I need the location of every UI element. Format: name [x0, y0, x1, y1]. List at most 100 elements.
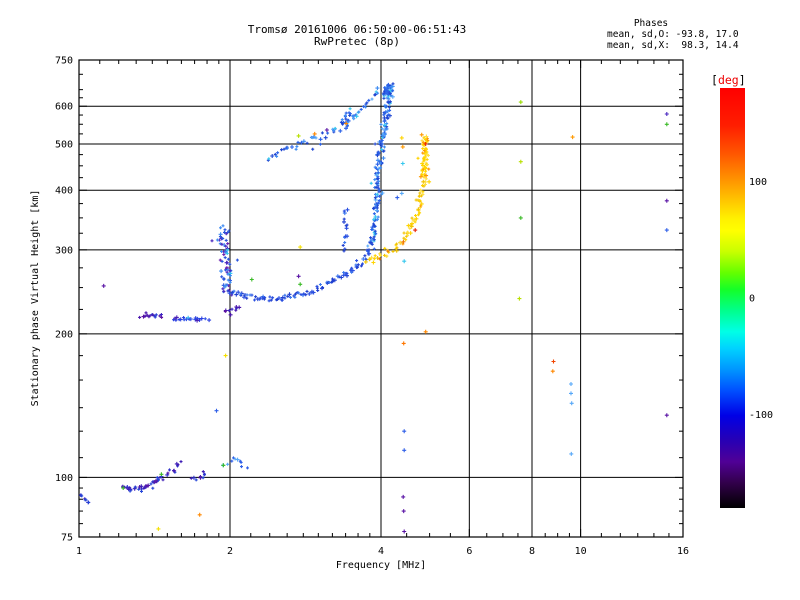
scatter-point: [284, 146, 288, 150]
scatter-point: [214, 408, 219, 413]
scatter-point: [182, 318, 186, 322]
y-tick-label: 750: [55, 56, 73, 67]
scatter-point: [551, 359, 556, 364]
scatter-point: [385, 122, 389, 126]
scatter-point: [309, 289, 314, 294]
scatter-point: [399, 191, 404, 196]
scatter-point: [225, 261, 229, 265]
scatter-point: [307, 291, 312, 296]
scatter-point: [232, 289, 236, 293]
scatter-point: [421, 143, 425, 147]
scatter-point: [267, 157, 271, 161]
scatter-point: [370, 97, 374, 101]
scatter-point: [391, 249, 395, 253]
scatter-point: [370, 228, 374, 231]
scatter-point: [383, 145, 386, 149]
scatter-point: [224, 238, 228, 242]
scatter-point: [378, 252, 382, 256]
scatter-point: [344, 111, 348, 115]
scatter-point: [226, 272, 230, 276]
scatter-point: [226, 257, 230, 261]
scatter-point: [404, 238, 408, 242]
scatter-point: [228, 312, 233, 317]
scatter-point: [151, 480, 155, 484]
scatter-point: [408, 226, 412, 230]
scatter-point: [419, 132, 424, 137]
scatter-point: [414, 216, 419, 221]
scatter-point: [298, 282, 303, 287]
scatter-point: [386, 249, 390, 253]
scatter-point: [427, 167, 431, 171]
scatter-point: [375, 158, 380, 163]
scatter-point: [383, 246, 387, 250]
scatter-point: [382, 119, 387, 124]
scatter-point: [374, 173, 379, 178]
scatter-point: [356, 265, 359, 269]
scatter-point: [149, 482, 153, 486]
scatter-point: [377, 194, 381, 198]
scatter-point: [219, 226, 222, 230]
scatter-point: [228, 262, 232, 266]
scatter-point: [299, 140, 304, 145]
scatter-point: [373, 229, 377, 233]
scatter-point: [280, 295, 285, 300]
scatter-point: [221, 224, 225, 228]
scatter-point: [237, 305, 242, 310]
scatter-point: [518, 215, 523, 220]
scatter-point: [414, 214, 417, 217]
scatter-point: [230, 290, 234, 294]
scatter-point: [201, 476, 205, 480]
x-tick-label: 4: [378, 546, 384, 557]
scatter-point: [219, 269, 224, 274]
axis-ticks: [78, 59, 684, 538]
scatter-point: [401, 509, 406, 514]
scatter-point: [225, 252, 229, 255]
scatter-point: [356, 263, 360, 267]
scatter-point: [294, 147, 298, 151]
scatter-point: [242, 295, 246, 300]
scatter-point: [383, 253, 387, 257]
scatter-point: [245, 296, 249, 300]
scatter-point: [296, 140, 300, 144]
plot-subtitle: RwPretec (8p): [314, 35, 400, 48]
scatter-point: [280, 299, 284, 302]
scatter-point: [332, 129, 336, 132]
scatter-point: [158, 314, 162, 318]
scatter-point: [418, 211, 422, 215]
scatter-point: [222, 253, 226, 257]
scatter-point: [387, 113, 391, 117]
scatter-point: [517, 296, 522, 301]
scatter-point: [223, 256, 227, 260]
scatter-point: [296, 133, 301, 138]
scatter-point: [221, 287, 225, 291]
scatter-point: [305, 289, 309, 293]
scatter-point: [421, 190, 425, 194]
scatter-point: [413, 228, 418, 233]
scatter-point: [343, 234, 348, 239]
scatter-point: [153, 315, 157, 319]
scatter-point: [422, 166, 427, 170]
scatter-point: [168, 468, 171, 472]
scatter-point: [144, 311, 148, 315]
scatter-point: [421, 163, 425, 168]
scatter-point: [326, 131, 330, 135]
scatter-point: [424, 147, 428, 152]
scatter-point: [295, 145, 299, 148]
scatter-point: [289, 295, 292, 299]
scatter-point: [84, 498, 88, 502]
scatter-point: [80, 494, 84, 498]
scatter-point: [138, 315, 142, 319]
scatter-point: [550, 369, 555, 374]
x-tick-label: 2: [227, 546, 233, 557]
scatter-point: [248, 293, 252, 297]
scatter-point: [225, 270, 229, 274]
scatter-point: [518, 159, 523, 164]
scatter-point: [297, 291, 301, 295]
scatter-point: [380, 147, 384, 151]
scatter-point: [402, 231, 406, 235]
scatter-point: [233, 457, 237, 461]
scatter-point: [87, 501, 91, 504]
scatter-point: [151, 486, 155, 490]
scatter-point: [240, 465, 243, 469]
